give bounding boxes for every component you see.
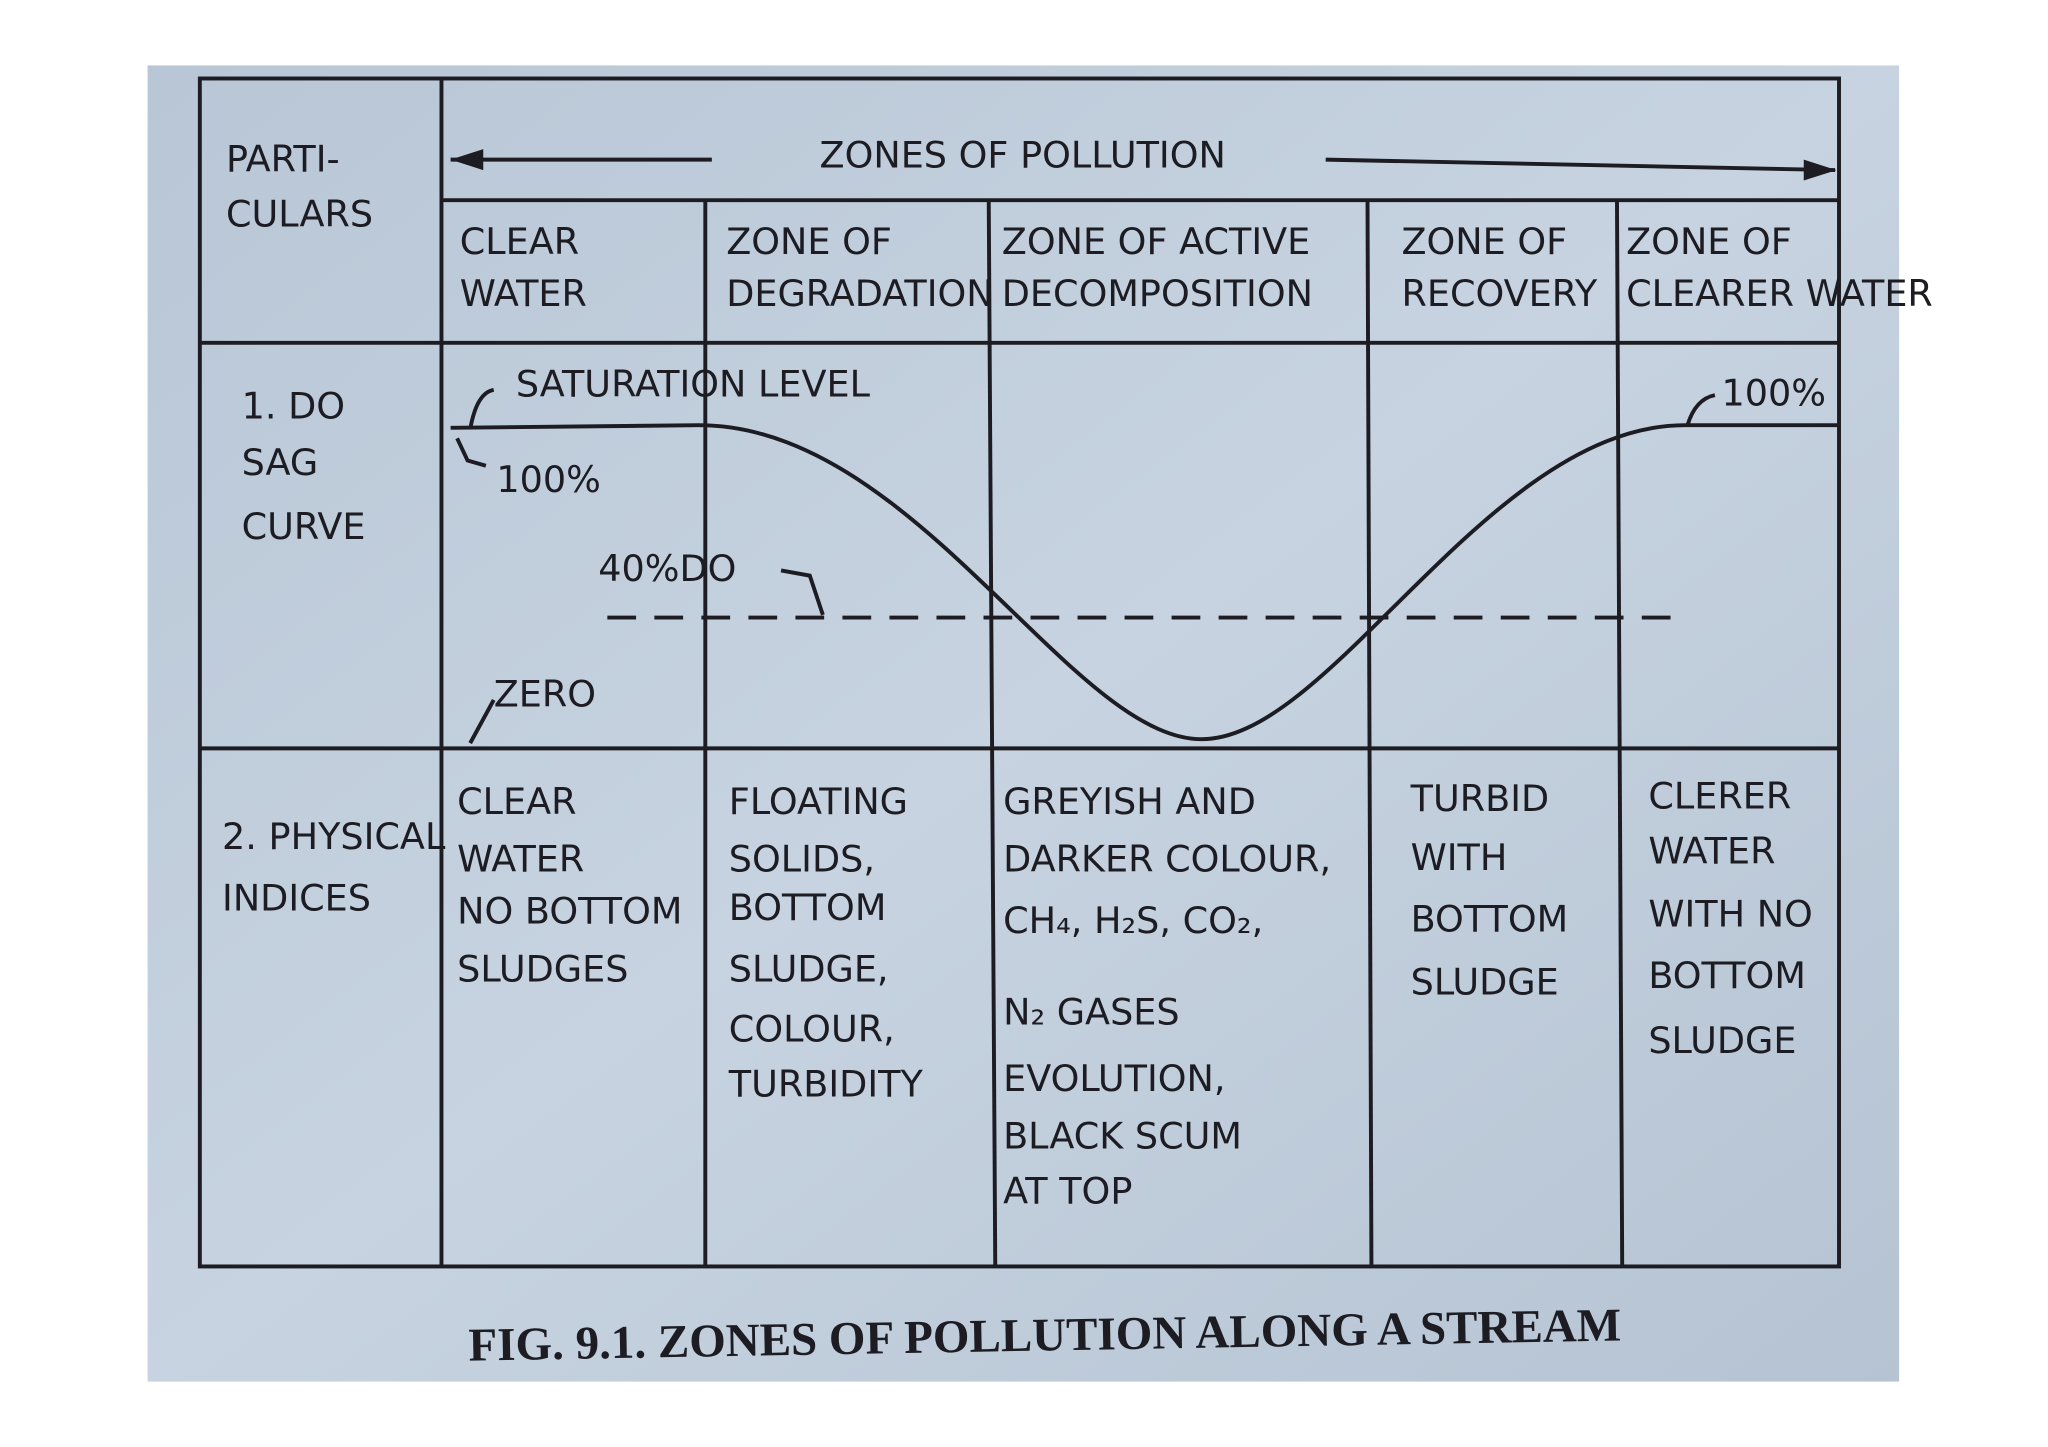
table-border <box>197 76 1841 1269</box>
row-label: INDICES <box>222 877 371 920</box>
cell-text: SOLIDS, <box>729 837 875 880</box>
leader <box>468 387 495 430</box>
cell-text: NO BOTTOM <box>457 890 682 933</box>
zone-name: ZONE OF <box>726 220 892 263</box>
zone-name: CLEARER WATER <box>1626 272 1933 315</box>
leader <box>455 437 487 468</box>
cell-text: CH₄, H₂S, CO₂, <box>1003 899 1263 942</box>
particulars-label: PARTI- <box>226 137 340 180</box>
cell-text: SLUDGES <box>457 947 628 990</box>
cell-text: EVOLUTION, <box>1003 1057 1225 1100</box>
cell-text: SLUDGE <box>1411 960 1559 1003</box>
cell-text: GREYISH AND <box>1003 780 1256 823</box>
column-line <box>1365 200 1374 1267</box>
annotation: ZERO <box>494 673 596 716</box>
arrow-head <box>450 149 484 171</box>
cell-text: WATER <box>457 837 584 880</box>
sag-curve <box>450 423 1840 742</box>
arrow-right <box>1325 157 1836 173</box>
cell-text: WATER <box>1648 830 1775 873</box>
annotation: 100% <box>496 458 601 501</box>
zone-name: DECOMPOSITION <box>1002 272 1313 315</box>
row-label: 1. DO <box>242 385 345 428</box>
cell-text: SLUDGE, <box>729 947 889 990</box>
zone-name: ZONE OF <box>1401 220 1567 263</box>
cell-text: BLACK SCUM <box>1003 1115 1242 1158</box>
zone-name: ZONE OF <box>1626 220 1792 263</box>
row-label: SAG <box>242 441 319 484</box>
cell-text: BOTTOM <box>1411 898 1569 941</box>
column-line <box>1615 200 1625 1267</box>
cell-text: CLERER <box>1648 775 1791 818</box>
leader <box>468 699 496 745</box>
annotation: 40%DO <box>598 547 736 590</box>
zone-name: ZONE OF ACTIVE <box>1002 220 1310 263</box>
cell-text: TURBIDITY <box>728 1062 924 1105</box>
particulars-label: CULARS <box>226 192 373 235</box>
arrow-head <box>1803 159 1837 181</box>
cell-text: CLEAR <box>457 780 576 823</box>
cell-text: N₂ GASES <box>1003 990 1180 1033</box>
leader <box>1685 393 1716 426</box>
zone-name: CLEAR <box>460 220 579 263</box>
row-label: CURVE <box>242 505 366 548</box>
leader <box>780 568 825 616</box>
zones-title: ZONES OF POLLUTION <box>820 133 1226 176</box>
cell-text: TURBID <box>1410 777 1550 820</box>
zone-name: WATER <box>460 272 587 315</box>
row-label: 2. PHYSICAL <box>222 815 446 858</box>
cell-text: AT TOP <box>1003 1170 1132 1213</box>
cell-text: DARKER COLOUR, <box>1003 837 1331 880</box>
cell-text: BOTTOM <box>1648 954 1806 997</box>
cell-text: WITH NO <box>1648 892 1813 935</box>
do-sag-curve <box>450 387 1840 745</box>
annotation: SATURATION LEVEL <box>516 362 871 405</box>
annotation: 100% <box>1721 372 1826 415</box>
table-grid <box>197 76 1841 1269</box>
cell-text: FLOATING <box>729 780 908 823</box>
cell-text: WITH <box>1411 836 1508 879</box>
cell-text: COLOUR, <box>729 1007 895 1050</box>
column-line <box>986 200 998 1267</box>
zone-name: DEGRADATION <box>726 272 993 315</box>
zone-name: RECOVERY <box>1401 272 1597 315</box>
title-arrows <box>450 149 1837 181</box>
cell-text: BOTTOM <box>729 886 887 929</box>
cell-text: SLUDGE <box>1648 1019 1796 1062</box>
